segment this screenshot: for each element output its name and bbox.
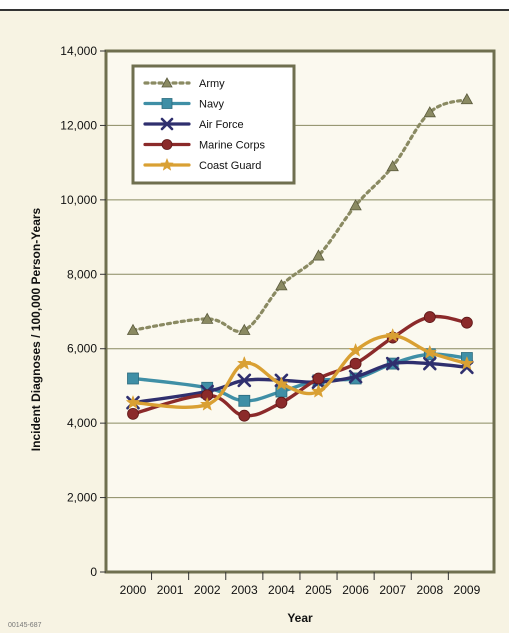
x-tick-label: 2002 [194, 583, 221, 597]
data-point [125, 394, 141, 409]
legend-item: Army [143, 77, 225, 90]
x-tick-label: 2000 [120, 583, 147, 597]
y-tick-label: 14,000 [60, 44, 97, 58]
data-point [201, 312, 214, 324]
y-tick-label: 12,000 [60, 118, 97, 132]
legend-marker [160, 157, 174, 171]
data-point [349, 199, 362, 211]
legend-label: Coast Guard [199, 160, 261, 172]
data-point [422, 344, 438, 359]
x-axis-title: Year [287, 611, 313, 625]
y-tick-label: 4,000 [67, 416, 97, 430]
data-point [275, 396, 288, 409]
data-point [349, 357, 362, 370]
legend-item: Coast Guard [143, 157, 261, 172]
data-point [126, 323, 140, 335]
y-tick-label: 0 [90, 565, 97, 579]
data-point [238, 394, 251, 407]
legend-label: Navy [199, 99, 225, 111]
x-axis-ticks: 2000 2001 2002 2003 2004 2005 2006 2007 2008 2009 [120, 572, 481, 597]
data-point [385, 356, 400, 371]
series-lines [125, 93, 475, 422]
data-point [238, 323, 251, 335]
data-point [275, 279, 288, 291]
data-point [460, 316, 473, 329]
x-tick-label: 2004 [268, 583, 295, 597]
data-point [423, 356, 437, 371]
data-point [348, 342, 363, 357]
data-point [236, 355, 252, 370]
y-tick-label: 6,000 [67, 342, 97, 356]
data-point [274, 376, 289, 391]
legend-item: Marine Corps [143, 139, 266, 152]
legend-item: Navy [143, 98, 225, 111]
x-tick-label: 2003 [231, 583, 258, 597]
data-point [311, 383, 326, 398]
legend-label: Army [199, 78, 225, 90]
data-point [460, 93, 474, 105]
x-tick-label: 2006 [342, 583, 369, 597]
legend: Army Navy Air Force Marine Corps Coast Guard [131, 64, 296, 185]
figure-id: 00145-687 [8, 622, 42, 629]
data-point [312, 372, 325, 385]
y-tick-label: 8,000 [67, 267, 97, 281]
data-point [199, 396, 215, 411]
x-tick-label: 2005 [305, 583, 332, 597]
legend-marker [161, 77, 173, 88]
legend-marker [161, 139, 173, 150]
series-army [126, 93, 474, 335]
data-point [459, 355, 475, 370]
data-point [423, 311, 436, 323]
y-axis-ticks: 0 2,000 4,000 6,000 8,000 10,000 12,000 14,000 [60, 44, 106, 579]
data-point [127, 407, 139, 420]
y-tick-label: 2,000 [67, 491, 97, 505]
top-rule [0, 9, 509, 11]
data-point [312, 249, 325, 261]
legend-marker [161, 98, 173, 109]
data-point [237, 373, 252, 388]
data-point [275, 385, 288, 398]
data-point [423, 106, 436, 118]
legend-label: Air Force [199, 119, 244, 131]
x-tick-label: 2009 [454, 583, 481, 597]
legend-marker [160, 117, 174, 131]
y-axis-title: Incident Diagnoses / 100,000 Person-Year… [29, 207, 43, 451]
legend-item: Air Force [143, 117, 244, 131]
x-tick-label: 2008 [416, 583, 443, 597]
x-tick-label: 2007 [379, 583, 406, 597]
data-point [238, 409, 251, 422]
series-coast-guard [125, 327, 475, 411]
y-tick-label: 10,000 [60, 193, 97, 207]
data-point [348, 369, 363, 384]
data-point [386, 160, 399, 172]
data-point [385, 327, 401, 342]
legend-label: Marine Corps [199, 140, 266, 152]
data-point [127, 372, 139, 385]
x-tick-label: 2001 [157, 583, 184, 597]
